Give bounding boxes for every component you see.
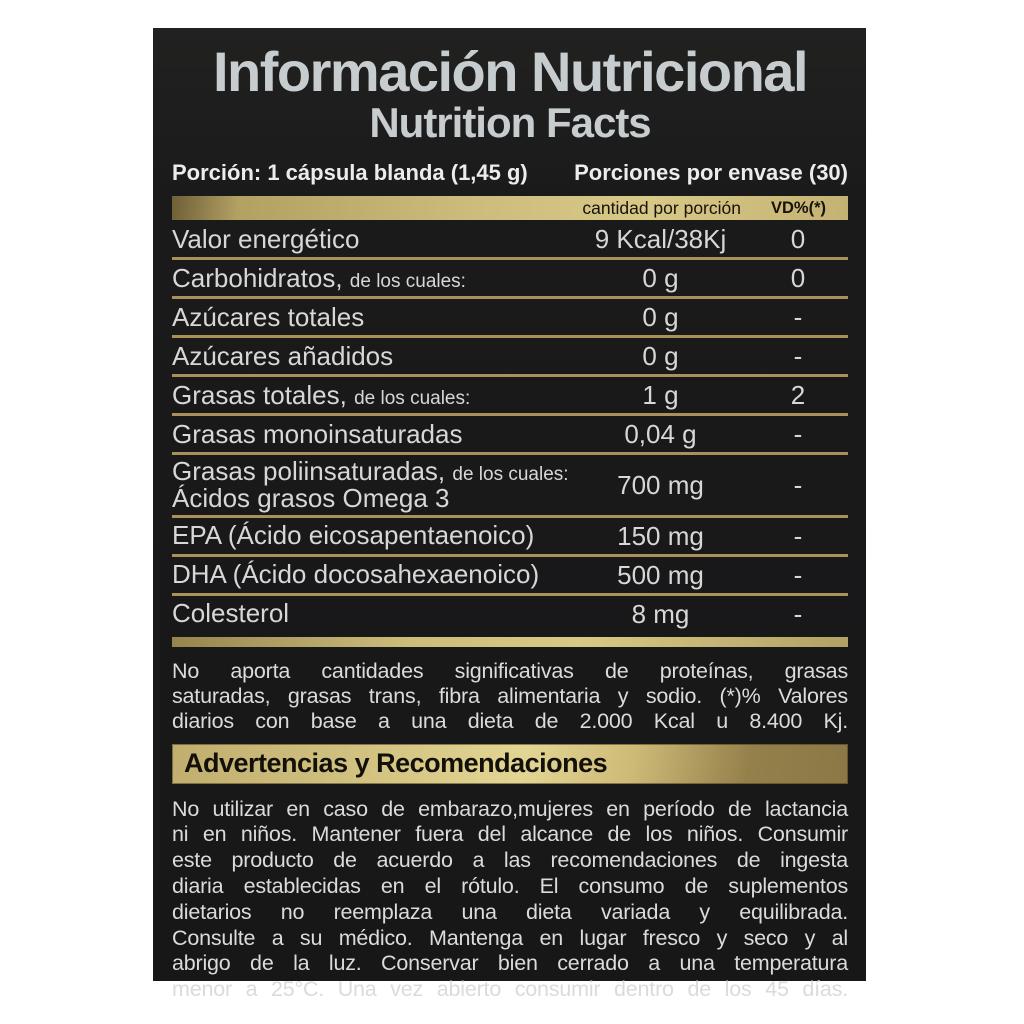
serving-info-row: Porción: 1 cápsula blanda (1,45 g) Porci… <box>172 160 848 186</box>
nutrient-name-main: Carbohidratos, <box>172 262 343 293</box>
nutrient-name: Azúcares añadidos <box>172 340 573 371</box>
nutrient-name-main: Grasas poliinsaturadas, <box>172 456 446 486</box>
warnings-header-title: Advertencias y Recomendaciones <box>184 748 608 779</box>
nutrient-amount: 700 mg <box>617 469 704 500</box>
nutrient-amount: 9 Kcal/38Kj <box>594 224 727 254</box>
nutrient-row: Colesterol 8 mg - <box>172 596 848 632</box>
nutrient-amount: 0 g <box>642 302 679 332</box>
nutrient-name-main: Valor energético <box>172 223 360 254</box>
table-column-header-bar: cantidad por porción VD%(*) <box>172 196 848 220</box>
nutrient-table: Valor energético 9 Kcal/38Kj 0 Carbohidr… <box>172 221 848 632</box>
nutrient-daily-value: - <box>793 520 803 551</box>
nutrient-name-main: DHA (Ácido docosahexaenoico) <box>172 559 540 590</box>
nutrient-name-main: Azúcares añadidos <box>172 340 394 371</box>
nutrient-row: Azúcares totales 0 g - <box>172 299 848 338</box>
nutrient-amount: 8 mg <box>631 598 690 629</box>
nutrient-name: Grasas totales, de los cuales: <box>172 379 573 410</box>
label-subtitle: Nutrition Facts <box>369 99 651 146</box>
nutrient-name: Grasas poliinsaturadas, de los cuales: Á… <box>172 456 573 514</box>
warnings-text: No utilizar en caso de embarazo,mujeres … <box>172 796 848 1002</box>
nutrient-name-main: Azúcares totales <box>172 301 365 332</box>
nutrient-name: Colesterol <box>172 600 573 627</box>
nutrition-label-panel: Información Nutricional Nutrition Facts … <box>153 28 866 1001</box>
nutrient-row: DHA (Ácido docosahexaenoico) 500 mg - <box>172 557 848 596</box>
nutrient-daily-value: - <box>793 469 803 500</box>
nutrient-amount: 1 g <box>642 380 679 410</box>
nutrient-daily-value: - <box>793 302 803 332</box>
nutrient-row: Grasas monoinsaturadas 0,04 g - <box>172 416 848 455</box>
nutrient-name: Azúcares totales <box>172 301 573 332</box>
nutrient-daily-value: - <box>793 598 803 629</box>
nutrient-name-second-line: Ácidos grasos Omega 3 <box>172 483 450 514</box>
nutrient-daily-value: 0 <box>790 263 806 293</box>
nutrient-row: EPA (Ácido eicosapentaenoico) 150 mg - <box>172 518 848 557</box>
nutrient-name-main: Grasas monoinsaturadas <box>172 418 463 449</box>
nutrient-daily-value: - <box>793 559 803 590</box>
amount-column-header: cantidad por porción <box>582 197 741 218</box>
nutrient-row: Grasas poliinsaturadas, de los cuales: Á… <box>172 455 848 518</box>
nutrient-row: Grasas totales, de los cuales: 1 g 2 <box>172 377 848 416</box>
nutrient-amount: 500 mg <box>617 559 704 590</box>
nutrient-name: DHA (Ácido docosahexaenoico) <box>172 561 573 588</box>
nutrient-name-main: Colesterol <box>172 598 290 629</box>
nutrient-daily-value: 0 <box>790 224 806 254</box>
nutrient-daily-value: - <box>793 341 803 371</box>
nutrient-amount: 0,04 g <box>624 419 697 449</box>
nutrient-daily-value: - <box>793 419 803 449</box>
gold-divider <box>172 636 848 647</box>
nutrient-amount: 150 mg <box>617 520 704 551</box>
serving-size-text: Porción: 1 cápsula blanda (1,45 g) <box>172 160 528 185</box>
nutrient-name: Valor energético <box>172 223 573 254</box>
daily-value-footnote: No aporta cantidades significativas de p… <box>172 658 848 734</box>
nutrient-daily-value: 2 <box>790 380 806 410</box>
warnings-header-bar: Advertencias y Recomendaciones <box>172 743 848 784</box>
nutrient-name-qualifier: de los cuales: <box>452 464 569 485</box>
nutrient-name-main: EPA (Ácido eicosapentaenoico) <box>172 520 535 551</box>
nutrient-row: Valor energético 9 Kcal/38Kj 0 <box>172 221 848 260</box>
label-title: Información Nutricional <box>213 40 809 103</box>
nutrient-row: Azúcares añadidos 0 g - <box>172 338 848 377</box>
servings-per-container-text: Porciones por envase (30) <box>574 160 848 185</box>
dv-column-header: VD%(*) <box>770 198 826 217</box>
nutrient-name-main: Grasas totales, <box>172 379 347 410</box>
nutrient-amount: 0 g <box>642 341 679 371</box>
nutrient-name: EPA (Ácido eicosapentaenoico) <box>172 522 573 549</box>
nutrient-name-qualifier: de los cuales: <box>349 270 466 292</box>
nutrient-amount: 0 g <box>642 263 679 293</box>
nutrient-name: Grasas monoinsaturadas <box>172 418 573 449</box>
nutrient-name-qualifier: de los cuales: <box>354 387 471 409</box>
nutrient-name: Carbohidratos, de los cuales: <box>172 262 573 293</box>
nutrient-row: Carbohidratos, de los cuales: 0 g 0 <box>172 260 848 299</box>
